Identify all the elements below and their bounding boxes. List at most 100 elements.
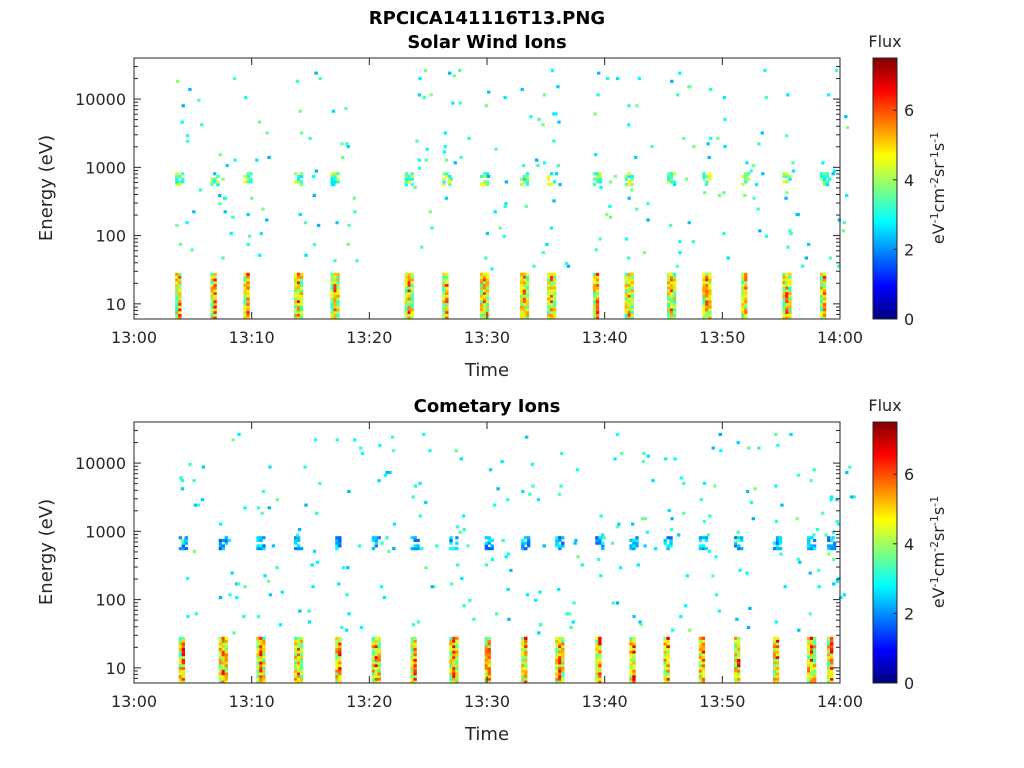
heatmap-cell bbox=[547, 294, 551, 298]
heatmap-cell bbox=[521, 669, 525, 673]
heatmap-cell bbox=[299, 183, 304, 187]
heatmap-cell bbox=[385, 536, 389, 540]
heatmap-cell bbox=[820, 511, 825, 515]
heatmap-cell bbox=[748, 606, 752, 610]
heatmap-cell bbox=[830, 661, 834, 665]
heatmap-cell bbox=[445, 286, 449, 290]
heatmap-cell bbox=[410, 286, 414, 290]
y-tick-label: 10 bbox=[106, 659, 126, 678]
heatmap-cell bbox=[178, 294, 182, 298]
heatmap-cell bbox=[485, 299, 490, 304]
heatmap-cell bbox=[243, 585, 247, 589]
heatmap-cell bbox=[845, 125, 850, 130]
heatmap-cell bbox=[178, 666, 183, 670]
heatmap-cell bbox=[820, 291, 824, 295]
heatmap-cell bbox=[221, 636, 225, 640]
heatmap-cell bbox=[632, 544, 636, 548]
heatmap-cell bbox=[552, 302, 557, 306]
heatmap-cell bbox=[596, 93, 600, 97]
heatmap-cell bbox=[333, 286, 337, 290]
heatmap-cell bbox=[705, 286, 709, 290]
heatmap-cell bbox=[525, 275, 530, 279]
heatmap-cell bbox=[810, 536, 814, 540]
heatmap-cell bbox=[404, 297, 408, 301]
heatmap-cell bbox=[374, 538, 378, 543]
heatmap-cell bbox=[547, 177, 551, 181]
heatmap-cell bbox=[630, 188, 634, 192]
heatmap-cell bbox=[645, 530, 649, 534]
heatmap-cell bbox=[841, 229, 846, 233]
heatmap-cell bbox=[820, 313, 824, 317]
heatmap-cell bbox=[679, 476, 684, 480]
heatmap-cell bbox=[709, 136, 713, 140]
heatmap-cell bbox=[610, 541, 615, 545]
heatmap-cell bbox=[425, 147, 429, 151]
heatmap-cell bbox=[333, 280, 337, 285]
heatmap-cell bbox=[635, 536, 639, 540]
heatmap-cell bbox=[736, 441, 740, 445]
heatmap-cell bbox=[246, 283, 250, 287]
heatmap-cell bbox=[181, 647, 185, 651]
heatmap-cell bbox=[812, 647, 817, 651]
heatmap-cell bbox=[592, 294, 597, 298]
heatmap-cell bbox=[374, 658, 378, 662]
heatmap-cell bbox=[407, 294, 411, 298]
heatmap-cell bbox=[296, 278, 301, 282]
heatmap-cell bbox=[445, 272, 449, 276]
heatmap-cell bbox=[741, 272, 745, 276]
heatmap-cell bbox=[218, 541, 223, 545]
heatmap-cell bbox=[595, 289, 600, 293]
heatmap-cell bbox=[598, 237, 602, 241]
heatmap-cell bbox=[404, 183, 408, 187]
heatmap-cell bbox=[830, 653, 834, 657]
heatmap-cell bbox=[417, 166, 422, 170]
heatmap-cell bbox=[630, 177, 634, 181]
heatmap-cell bbox=[635, 544, 639, 548]
heatmap-cell bbox=[267, 155, 271, 159]
heatmap-cell bbox=[221, 674, 225, 678]
heatmap-cell bbox=[294, 658, 298, 662]
heatmap-cell bbox=[250, 196, 254, 200]
heatmap-cell bbox=[667, 294, 671, 298]
heatmap-cell bbox=[192, 549, 197, 553]
heatmap-cell bbox=[484, 639, 488, 643]
heatmap-cell bbox=[377, 680, 381, 684]
heatmap-cell bbox=[296, 655, 301, 659]
heatmap-cell bbox=[296, 291, 301, 295]
heatmap-cell bbox=[181, 653, 185, 657]
solar-wind-title: Solar Wind Ions bbox=[407, 32, 566, 53]
heatmap-cell bbox=[338, 636, 342, 640]
heatmap-cell bbox=[404, 172, 408, 176]
heatmap-cell bbox=[741, 275, 745, 279]
heatmap-cell bbox=[407, 180, 411, 184]
heatmap-cell bbox=[294, 313, 298, 317]
heatmap-cell bbox=[299, 655, 304, 659]
heatmap-cell bbox=[213, 313, 217, 317]
heatmap-cell bbox=[444, 196, 449, 200]
heatmap-cell bbox=[246, 299, 250, 304]
heatmap-cell bbox=[449, 669, 453, 673]
heatmap-cell bbox=[178, 661, 183, 665]
heatmap-cell bbox=[630, 278, 634, 282]
heatmap-cell bbox=[336, 172, 340, 176]
heatmap-cell bbox=[738, 568, 742, 572]
heatmap-cell bbox=[314, 71, 318, 75]
heatmap-cell bbox=[175, 291, 179, 295]
heatmap-cell bbox=[294, 663, 298, 668]
heatmap-cell bbox=[666, 672, 670, 676]
heatmap-cell bbox=[299, 661, 304, 665]
heatmap-cell bbox=[521, 655, 525, 659]
heatmap-cell bbox=[455, 658, 459, 662]
heatmap-cell bbox=[671, 628, 675, 632]
heatmap-cell bbox=[598, 538, 602, 543]
heatmap-cell bbox=[629, 544, 633, 548]
heatmap-cell bbox=[295, 533, 300, 537]
heatmap-cell bbox=[299, 642, 304, 646]
heatmap-cell bbox=[417, 93, 421, 97]
heatmap-cell bbox=[213, 275, 217, 279]
heatmap-cell bbox=[830, 644, 834, 649]
heatmap-cell bbox=[561, 661, 565, 665]
heatmap-cell bbox=[807, 642, 811, 646]
heatmap-cell bbox=[788, 275, 792, 279]
heatmap-cell bbox=[739, 538, 744, 543]
